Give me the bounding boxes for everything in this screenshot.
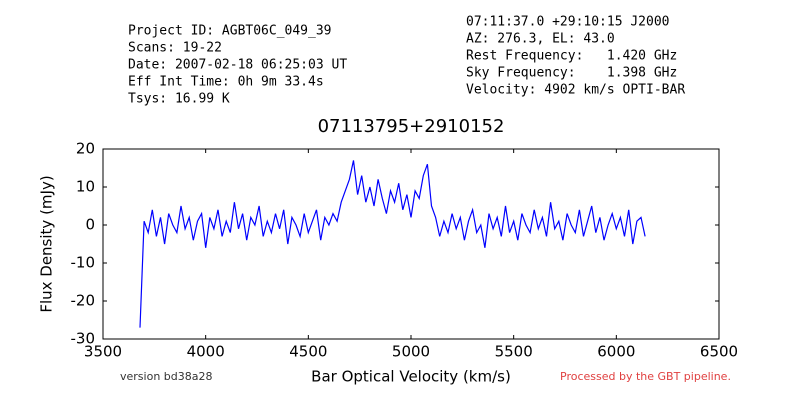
x-tick-label: 3500 [84, 343, 122, 361]
x-axis-label: Bar Optical Velocity (km/s) [311, 368, 511, 386]
x-tick-label: 5000 [392, 343, 430, 361]
x-tick-label: 6000 [597, 343, 635, 361]
footer-version: version bd38a28 [120, 370, 213, 383]
y-tick-label: 0 [85, 216, 95, 234]
x-tick-label: 4500 [289, 343, 327, 361]
header-line: Velocity: 4902 km/s OPTI-BAR [466, 83, 685, 98]
y-tick-label: -30 [71, 330, 96, 348]
y-tick-label: -10 [71, 254, 96, 272]
y-tick-label: -20 [71, 292, 96, 310]
y-tick-label: 10 [76, 178, 95, 196]
header-line: Eff Int Time: 0h 9m 33.4s [128, 75, 324, 90]
y-axis-label: Flux Density (mJy) [38, 175, 56, 312]
header-line: AZ: 276.3, EL: 43.0 [466, 32, 615, 47]
header-line: Date: 2007-02-18 06:25:03 UT [128, 58, 347, 73]
header-line: Tsys: 16.99 K [128, 92, 230, 107]
plot-frame [102, 148, 720, 340]
x-tick-label: 4000 [187, 343, 225, 361]
x-tick-label: 5500 [495, 343, 533, 361]
header-line: 07:11:37.0 +29:10:15 J2000 [466, 15, 670, 30]
header-line: Project ID: AGBT06C_049_39 [128, 24, 332, 39]
header-line: Scans: 19-22 [128, 41, 222, 56]
spectrum-line [139, 160, 646, 328]
footer-pipeline: Processed by the GBT pipeline. [560, 370, 731, 383]
y-tick-label: 20 [76, 140, 95, 158]
chart-title: 07113795+2910152 [318, 116, 505, 137]
x-tick-label: 6500 [700, 343, 738, 361]
header-line: Rest Frequency: 1.420 GHz [466, 49, 677, 64]
header-line: Sky Frequency: 1.398 GHz [466, 66, 677, 81]
